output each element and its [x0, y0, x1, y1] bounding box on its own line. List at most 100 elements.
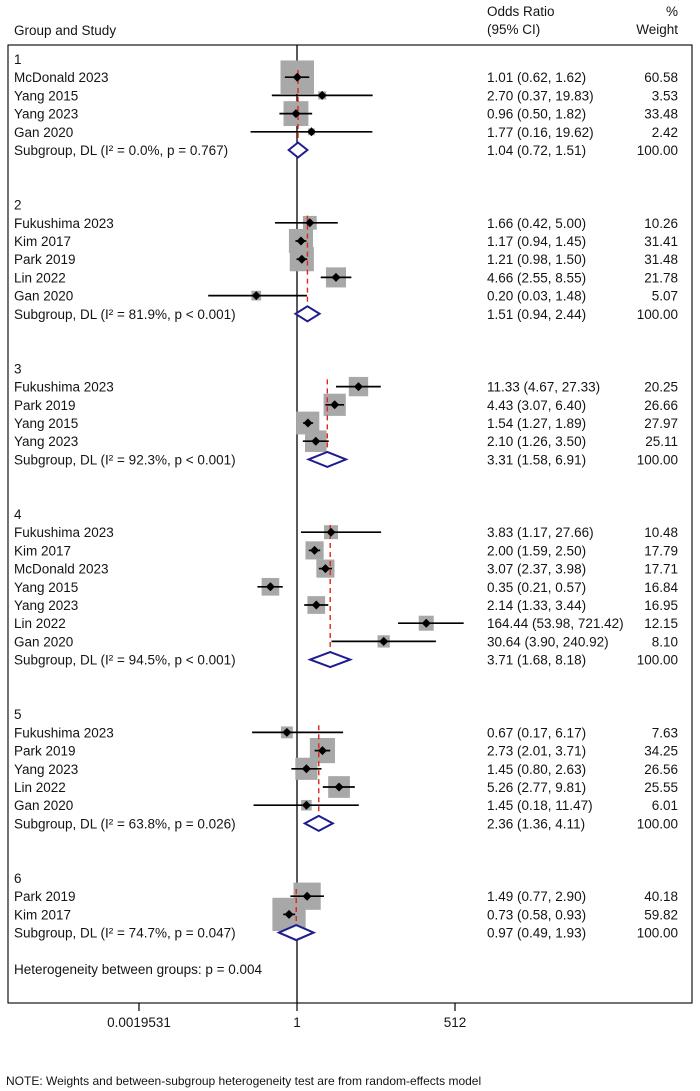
subgroup-weight-text: 100.00	[637, 926, 678, 941]
row-text-layer: Fukushima 2023 1.66 (0.42, 5.00) 10.26 Kim …	[14, 216, 678, 322]
weight-text: 40.18	[644, 889, 678, 904]
effect-estimate-text: 1.45 (0.18, 11.47)	[487, 798, 593, 813]
effect-estimate-text: 0.73 (0.58, 0.93)	[487, 907, 586, 922]
weight-boxes-layer	[280, 60, 327, 136]
weight-text: 10.48	[644, 525, 678, 540]
group-5: 5 Fukushima 2023 0.67 (0.17, 6.17) 7.63 Park…	[14, 707, 678, 833]
point-estimate-marker	[305, 218, 315, 228]
point-estimate-marker	[301, 800, 311, 810]
row-text-layer: Fukushima 2023 0.67 (0.17, 6.17) 7.63 Park …	[14, 725, 678, 831]
study-label: Yang 2023	[14, 762, 78, 777]
point-estimate-marker	[330, 400, 340, 410]
subgroup-diamond	[293, 305, 322, 323]
effect-estimate-text: 4.66 (2.55, 8.55)	[487, 270, 586, 285]
subgroup-diamond	[307, 651, 354, 669]
effect-estimate-text: 164.44 (53.98, 721.42)	[487, 616, 624, 631]
subgroup-effect-text: 0.97 (0.49, 1.93)	[487, 926, 586, 941]
study-label: Park 2019	[14, 252, 76, 267]
weight-text: 8.10	[652, 634, 678, 649]
subgroup-label: Subgroup, DL (I² = 74.7%, p = 0.047)	[14, 926, 236, 941]
point-estimate-marker	[292, 72, 302, 82]
effect-estimate-text: 1.45 (0.80, 2.63)	[487, 762, 586, 777]
weight-text: 31.41	[644, 234, 678, 249]
ci-marker-layer	[276, 891, 324, 942]
study-label: Gan 2020	[14, 125, 73, 140]
subgroup-label: Subgroup, DL (I² = 92.3%, p < 0.001)	[14, 452, 236, 467]
weight-text: 27.97	[644, 416, 678, 431]
weight-text: 33.48	[644, 107, 678, 122]
study-label: Yang 2023	[14, 598, 78, 613]
group-number: 4	[14, 507, 22, 522]
subgroup-diamond	[302, 814, 335, 833]
point-estimate-marker	[306, 127, 316, 137]
effect-estimate-text: 2.10 (1.26, 3.50)	[487, 434, 586, 449]
effect-estimate-text: 1.21 (0.98, 1.50)	[487, 252, 586, 267]
study-label: Fukushima 2023	[14, 380, 114, 395]
subgroup-weight-text: 100.00	[637, 816, 678, 831]
weight-text: 25.55	[644, 780, 678, 795]
point-estimate-marker	[301, 764, 311, 774]
point-estimate-marker	[334, 782, 344, 792]
subgroup-diamond	[305, 450, 349, 468]
effect-estimate-text: 4.43 (3.07, 6.40)	[487, 398, 586, 413]
point-estimate-marker	[326, 527, 336, 537]
column-header-percent: %	[666, 4, 678, 19]
subgroup-effect-text: 1.04 (0.72, 1.51)	[487, 143, 586, 158]
study-label: Fukushima 2023	[14, 525, 114, 540]
study-label: Kim 2017	[14, 907, 71, 922]
group-6: 6 Park 2019 1.49 (0.77, 2.90) 40.18 Kim 2017…	[14, 871, 678, 942]
study-label: Yang 2015	[14, 580, 78, 595]
effect-estimate-text: 2.00 (1.59, 2.50)	[487, 543, 586, 558]
effect-estimate-text: 3.07 (2.37, 3.98)	[487, 562, 586, 577]
point-estimate-marker	[317, 90, 327, 100]
study-label: Gan 2020	[14, 798, 73, 813]
weight-text: 5.07	[652, 289, 678, 304]
ci-marker-layer	[302, 382, 381, 468]
subgroup-diamond	[276, 924, 317, 942]
effect-estimate-text: 1.49 (0.77, 2.90)	[487, 889, 586, 904]
effect-estimate-text: 1.77 (0.16, 19.62)	[487, 125, 594, 140]
point-estimate-marker	[251, 291, 261, 301]
point-estimate-marker	[311, 436, 321, 446]
weight-text: 34.25	[644, 744, 678, 759]
effect-estimate-text: 0.96 (0.50, 1.82)	[487, 107, 586, 122]
effect-estimate-text: 5.26 (2.77, 9.81)	[487, 780, 586, 795]
subgroup-label: Subgroup, DL (I² = 0.0%, p = 0.767)	[14, 143, 228, 158]
weight-text: 25.11	[645, 434, 678, 449]
study-label: Fukushima 2023	[14, 216, 114, 231]
axis-tick-label: 512	[444, 1015, 467, 1030]
effect-estimate-text: 3.83 (1.17, 27.66)	[487, 525, 594, 540]
row-text-layer: Fukushima 2023 11.33 (4.67, 27.33) 20.25 Pa…	[14, 380, 678, 468]
study-label: McDonald 2023	[14, 562, 109, 577]
effect-estimate-text: 0.67 (0.17, 6.17)	[487, 725, 586, 740]
effect-estimate-text: 30.64 (3.90, 240.92)	[487, 634, 609, 649]
group-number: 6	[14, 871, 22, 886]
subgroup-weight-text: 100.00	[637, 143, 678, 158]
point-estimate-marker	[284, 909, 294, 919]
point-estimate-marker	[331, 272, 341, 282]
weight-text: 59.82	[644, 907, 678, 922]
group-number: 5	[14, 707, 22, 722]
group-3: 3 Fukushima 2023 11.33 (4.67, 27.33) 20.25 P…	[14, 361, 678, 468]
weight-text: 12.15	[644, 616, 678, 631]
effect-estimate-text: 1.01 (0.62, 1.62)	[487, 70, 586, 85]
effect-estimate-text: 1.54 (1.27, 1.89)	[487, 416, 586, 431]
subgroup-effect-text: 1.51 (0.94, 2.44)	[487, 307, 586, 322]
study-label: Park 2019	[14, 744, 76, 759]
subgroup-effect-text: 3.31 (1.58, 6.91)	[487, 452, 586, 467]
rows-layer: 1 McDonald 2023 1.01 (0.62, 1.62) 60.58 Yang…	[14, 52, 678, 977]
group-2: 2 Fukushima 2023 1.66 (0.42, 5.00) 10.26 Kim…	[14, 198, 678, 323]
weight-text: 17.79	[644, 543, 678, 558]
study-label: Gan 2020	[14, 289, 73, 304]
x-axis: 0.0019531 1 512	[107, 1003, 466, 1030]
point-estimate-marker	[303, 418, 313, 428]
point-estimate-marker	[302, 891, 312, 901]
axis-tick-label: 0.0019531	[107, 1015, 171, 1030]
footer-note: NOTE: Weights and between-subgroup heter…	[6, 1074, 481, 1088]
point-estimate-marker	[311, 600, 321, 610]
subgroup-diamond	[287, 141, 310, 159]
weight-text: 10.26	[644, 216, 678, 231]
subgroup-weight-text: 100.00	[637, 452, 678, 467]
study-label: Yang 2023	[14, 107, 78, 122]
